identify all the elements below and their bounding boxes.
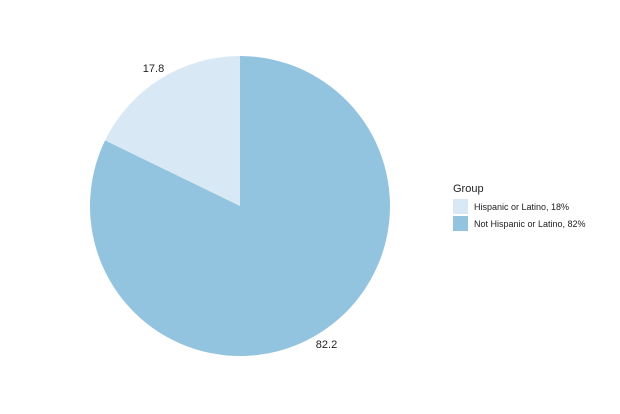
legend-label-1: Hispanic or Latino, 18% [474, 202, 569, 212]
pie-slice-label-1: 17.8 [143, 63, 164, 75]
pie-slice-1 [105, 56, 240, 206]
legend-label-2: Not Hispanic or Latino, 82% [474, 219, 586, 229]
legend-key-1 [453, 199, 468, 214]
legend-title: Group [453, 183, 484, 195]
legend-items: Hispanic or Latino, 18% Not Hispanic or L… [453, 199, 586, 231]
pie-slice-label-2: 82.2 [316, 339, 337, 351]
legend-key-2 [453, 216, 468, 231]
legend: Group Hispanic or Latino, 18% Not Hispani… [453, 183, 586, 231]
pie-slices [89, 56, 390, 356]
pie-slice-labels: 17.8 82.2 [143, 63, 337, 351]
pie-slice-2 [89, 56, 390, 356]
